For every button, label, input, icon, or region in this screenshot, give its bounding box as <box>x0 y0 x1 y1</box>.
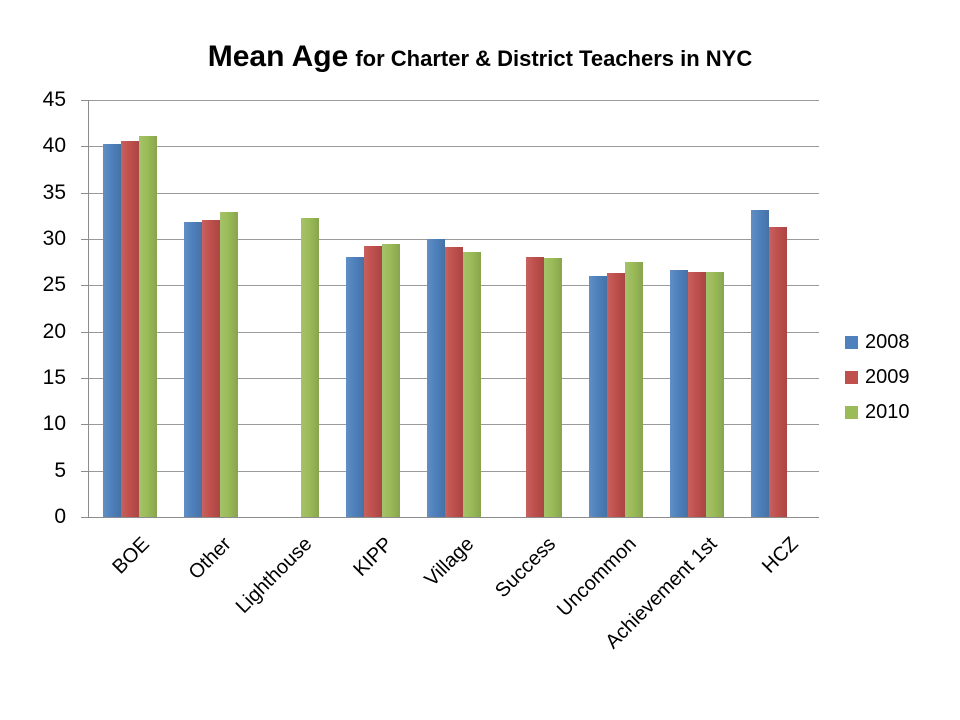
x-axis-label-village: Village <box>420 533 479 591</box>
y-axis-label-40: 40 <box>42 134 66 157</box>
y-axis-tick-15 <box>81 378 89 379</box>
y-axis-tick-40 <box>81 146 89 147</box>
chart-title-main: Mean Age <box>207 40 349 73</box>
y-axis-tick-30 <box>81 239 89 240</box>
y-axis-tick-10 <box>81 424 89 425</box>
y-axis-label-20: 20 <box>42 320 66 343</box>
bar-2010-boe <box>138 136 157 517</box>
bar-2008-kipp <box>345 256 364 517</box>
y-axis-label-0: 0 <box>54 505 66 528</box>
bar-2008-achievement-1st <box>670 269 689 517</box>
bar-2010-uncommon <box>625 262 644 517</box>
legend-label-2009: 2009 <box>865 366 910 388</box>
bar-2009-kipp <box>363 245 382 517</box>
bar-2008-uncommon <box>589 276 608 517</box>
x-axis-label-lighthouse: Lighthouse <box>231 533 317 618</box>
bar-2010-kipp <box>381 243 400 517</box>
bar-2009-uncommon <box>607 273 626 517</box>
x-axis-label-other: Other <box>184 533 236 584</box>
x-axis-label-boe: BOE <box>108 533 155 579</box>
legend-swatch-2008 <box>845 336 858 349</box>
legend-item-2009: 2009 <box>845 367 910 388</box>
gridline-45 <box>89 100 819 101</box>
legend-label-2008: 2008 <box>865 331 910 353</box>
y-axis-label-30: 30 <box>42 227 66 250</box>
bar-2009-boe <box>120 140 139 517</box>
bar-2010-other <box>219 212 238 517</box>
chart-title: Mean Age for Charter & District Teachers … <box>0 40 960 74</box>
bar-2008-boe <box>102 143 121 517</box>
x-axis-label-achievement-1st: Achievement 1st <box>601 533 722 654</box>
y-axis-tick-0 <box>81 517 89 518</box>
bar-2008-hcz <box>751 210 770 517</box>
legend-swatch-2009 <box>845 371 858 384</box>
bar-2010-success <box>544 257 563 517</box>
legend-label-2010: 2010 <box>865 401 910 423</box>
y-axis-label-25: 25 <box>42 273 66 296</box>
y-axis-label-35: 35 <box>42 181 66 204</box>
bar-2009-hcz <box>769 226 788 517</box>
legend-swatch-2010 <box>845 406 858 419</box>
y-axis-label-45: 45 <box>42 88 66 111</box>
bar-2008-village <box>427 239 445 517</box>
y-axis-tick-5 <box>81 471 89 472</box>
bar-2008-other <box>183 222 202 517</box>
y-axis-label-10: 10 <box>42 412 66 435</box>
y-axis-label-15: 15 <box>42 366 66 389</box>
gridline-30 <box>89 239 819 240</box>
y-axis-label-5: 5 <box>54 459 66 482</box>
bar-2010-achievement-1st <box>706 272 725 517</box>
plot-area <box>81 100 819 518</box>
bar-2009-village <box>445 247 463 517</box>
y-axis-tick-20 <box>81 332 89 333</box>
bar-2009-other <box>201 219 220 517</box>
legend-item-2008: 2008 <box>845 332 910 353</box>
chart-title-subtitle: for Charter & District Teachers in NYC <box>355 46 753 71</box>
legend-item-2010: 2010 <box>845 402 910 423</box>
y-axis-tick-45 <box>81 100 89 101</box>
bar-2010-lighthouse <box>300 217 319 517</box>
legend: 2008 2009 2010 <box>845 332 910 437</box>
bar-2009-achievement-1st <box>688 272 707 517</box>
y-axis-tick-labels: 0 5 10 15 20 25 30 35 40 45 <box>0 89 66 528</box>
y-axis-tick-25 <box>81 285 89 286</box>
x-axis-label-uncommon: Uncommon <box>552 533 641 621</box>
bar-2010-village <box>463 251 481 517</box>
gridline-40 <box>89 146 819 147</box>
gridline-35 <box>89 193 819 194</box>
x-axis-label-kipp: KIPP <box>349 533 398 581</box>
bar-2009-success <box>526 256 545 517</box>
x-axis-label-success: Success <box>490 533 560 603</box>
x-axis-label-hcz: HCZ <box>758 533 804 578</box>
y-axis-tick-35 <box>81 193 89 194</box>
